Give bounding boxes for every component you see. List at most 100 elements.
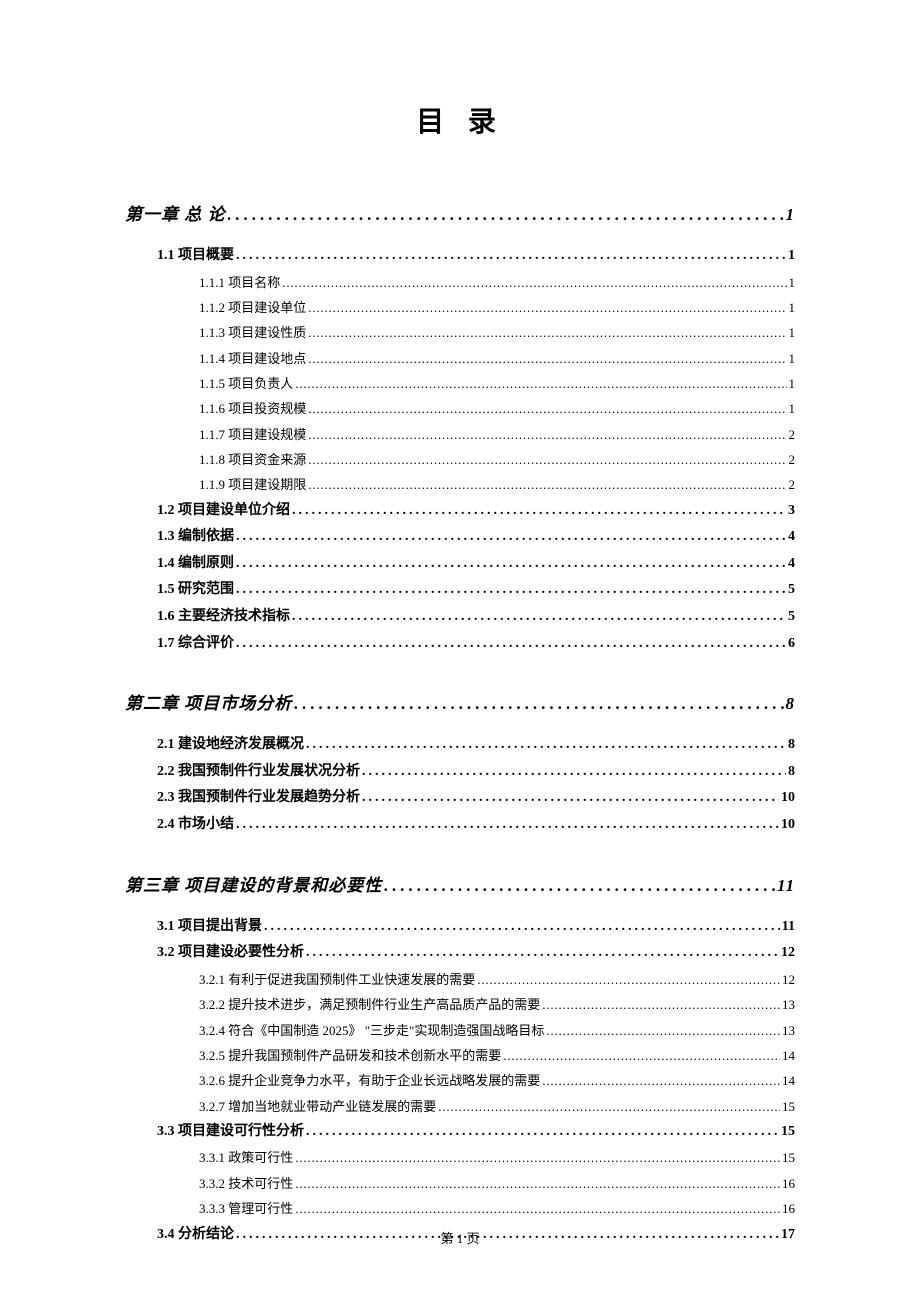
toc-leader-dots	[308, 320, 786, 345]
toc-entry: 1.1.2 项目建设单位1	[199, 295, 795, 320]
toc-entry: 2.4 市场小结 10	[157, 812, 795, 839]
toc-entry-label: 3.2.2 提升技术进步，满足预制件行业生产高品质产品的需要	[199, 992, 540, 1017]
toc-entry-label: 1.1.8 项目资金来源	[199, 447, 306, 472]
toc-leader-dots	[362, 785, 779, 812]
toc-entry-label: 第三章 项目建设的背景和必要性	[125, 871, 382, 896]
toc-entry-page: 1	[786, 205, 796, 225]
toc-entry: 3.2.5 提升我国预制件产品研发和技术创新水平的需要14	[199, 1043, 795, 1068]
toc-entry-label: 2.4 市场小结	[157, 812, 234, 839]
toc-entry-page: 4	[788, 524, 795, 551]
toc-entry-label: 3.2 项目建设必要性分析	[157, 940, 304, 967]
toc-leader-dots	[308, 472, 786, 497]
toc-entry-page: 12	[782, 967, 795, 992]
toc-leader-dots	[236, 812, 779, 839]
toc-entry-page: 16	[782, 1171, 795, 1196]
toc-entry-label: 3.3 项目建设可行性分析	[157, 1119, 304, 1146]
toc-entry-page: 2	[789, 422, 796, 447]
toc-entry-page: 14	[782, 1068, 795, 1093]
toc-entry-page: 1	[789, 396, 796, 421]
toc-entry: 1.2 项目建设单位介绍 3	[157, 498, 795, 525]
page-footer: 第 1 页	[0, 1228, 920, 1247]
toc-leader-dots	[295, 1196, 780, 1221]
toc-entry-label: 2.1 建设地经济发展概况	[157, 732, 304, 759]
toc-entry: 1.7 综合评价6	[157, 631, 795, 658]
toc-leader-dots	[264, 914, 780, 941]
toc-leader-dots	[236, 631, 786, 658]
toc-entry-label: 2.3 我国预制件行业发展趋势分析	[157, 785, 360, 812]
toc-entry-label: 3.2.1 有利于促进我国预制件工业快速发展的需要	[199, 967, 475, 992]
toc-entry-page: 1	[789, 371, 796, 396]
toc-entry: 第二章 项目市场分析 8	[125, 689, 795, 714]
toc-entry: 1.1.7 项目建设规模 2	[199, 422, 795, 447]
toc-entry-label: 1.1.3 项目建设性质	[199, 320, 306, 345]
toc-leader-dots	[477, 967, 780, 992]
page-content: 目 录 第一章 总 论11.1 项目概要11.1.1 项目名称11.1.2 项目…	[0, 0, 920, 1298]
toc-leader-dots	[292, 604, 786, 631]
toc-leader-dots	[306, 732, 786, 759]
toc-entry: 3.1 项目提出背景11	[157, 914, 795, 941]
toc-entry-label: 3.2.6 提升企业竞争力水平，有助于企业长远战略发展的需要	[199, 1068, 540, 1093]
toc-entry-page: 15	[782, 1145, 795, 1170]
toc-leader-dots	[306, 1119, 779, 1146]
toc-leader-dots	[438, 1094, 780, 1119]
toc-entry-page: 3	[788, 498, 795, 525]
toc-entry: 3.3 项目建设可行性分析 15	[157, 1119, 795, 1146]
toc-entry-page: 2	[789, 472, 796, 497]
toc-entry: 第一章 总 论1	[125, 200, 795, 225]
toc-leader-dots	[228, 205, 784, 225]
toc-entry: 1.3 编制依据 4	[157, 524, 795, 551]
toc-leader-dots	[236, 243, 786, 270]
toc-entry-page: 4	[788, 551, 795, 578]
toc-leader-dots	[236, 524, 786, 551]
toc-entry-page: 8	[788, 732, 795, 759]
toc-container: 第一章 总 论11.1 项目概要11.1.1 项目名称11.1.2 项目建设单位…	[125, 200, 795, 1248]
toc-leader-dots	[384, 876, 775, 896]
toc-entry-label: 第二章 项目市场分析	[125, 689, 292, 714]
toc-leader-dots	[292, 498, 786, 525]
toc-entry: 3.2.4 符合《中国制造 2025》 "三步走"实现制造强国战略目标13	[199, 1018, 795, 1043]
toc-entry-page: 5	[788, 577, 795, 604]
toc-entry-label: 3.2.5 提升我国预制件产品研发和技术创新水平的需要	[199, 1043, 501, 1068]
toc-entry-label: 1.6 主要经济技术指标	[157, 604, 290, 631]
toc-entry: 1.5 研究范围 5	[157, 577, 795, 604]
toc-entry-page: 15	[782, 1094, 795, 1119]
toc-leader-dots	[282, 270, 786, 295]
toc-entry-page: 13	[782, 992, 795, 1017]
toc-entry-label: 1.1.4 项目建设地点	[199, 346, 306, 371]
toc-entry-label: 1.1 项目概要	[157, 243, 234, 270]
toc-entry-page: 5	[788, 604, 795, 631]
toc-leader-dots	[308, 295, 786, 320]
toc-entry: 3.2 项目建设必要性分析12	[157, 940, 795, 967]
toc-entry-label: 1.3 编制依据	[157, 524, 234, 551]
toc-entry-label: 1.5 研究范围	[157, 577, 234, 604]
toc-entry: 2.2 我国预制件行业发展状况分析8	[157, 759, 795, 786]
toc-leader-dots	[295, 1171, 780, 1196]
toc-entry-page: 15	[781, 1119, 795, 1146]
toc-entry: 1.1.6 项目投资规模 1	[199, 396, 795, 421]
toc-entry: 3.2.1 有利于促进我国预制件工业快速发展的需要 12	[199, 967, 795, 992]
toc-entry-label: 3.2.4 符合《中国制造 2025》 "三步走"实现制造强国战略目标	[199, 1018, 544, 1043]
toc-entry: 1.1.8 项目资金来源2	[199, 447, 795, 472]
toc-leader-dots	[295, 1145, 780, 1170]
toc-leader-dots	[308, 396, 786, 421]
toc-leader-dots	[308, 422, 786, 447]
toc-entry-page: 1	[788, 243, 795, 270]
toc-leader-dots	[295, 371, 786, 396]
toc-entry-label: 1.1.2 项目建设单位	[199, 295, 306, 320]
toc-entry-page: 8	[786, 694, 796, 714]
toc-entry-page: 11	[777, 876, 795, 896]
toc-entry: 3.3.1 政策可行性15	[199, 1145, 795, 1170]
toc-entry: 1.1.1 项目名称1	[199, 270, 795, 295]
toc-entry-page: 1	[789, 320, 796, 345]
toc-entry-label: 1.1.5 项目负责人	[199, 371, 293, 396]
toc-entry-label: 1.2 项目建设单位介绍	[157, 498, 290, 525]
toc-entry: 1.1.4 项目建设地点1	[199, 346, 795, 371]
toc-entry: 1.1.5 项目负责人 1	[199, 371, 795, 396]
toc-entry-page: 16	[782, 1196, 795, 1221]
toc-entry: 1.1.3 项目建设性质 1	[199, 320, 795, 345]
toc-leader-dots	[306, 940, 779, 967]
toc-entry-label: 1.1.6 项目投资规模	[199, 396, 306, 421]
toc-entry-page: 10	[781, 812, 795, 839]
toc-entry-label: 1.1.7 项目建设规模	[199, 422, 306, 447]
toc-leader-dots	[308, 447, 786, 472]
